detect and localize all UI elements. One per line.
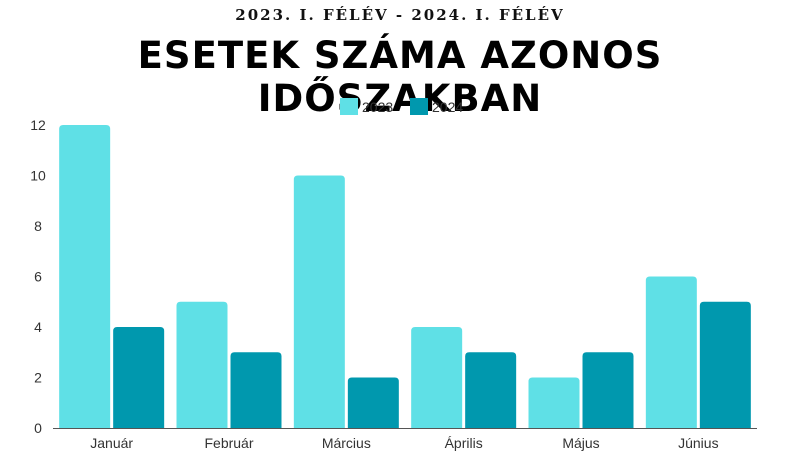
legend: 2023 2024 <box>340 98 463 115</box>
bar-2024-Április <box>465 352 517 428</box>
chart-title: ESETEK SZÁMA AZONOS IDŐSZAKBAN <box>137 34 663 120</box>
bar-2023-Június <box>645 276 697 428</box>
bar-2023-Május <box>528 377 580 428</box>
y-tick-label: 2 <box>34 370 42 386</box>
x-tick-label: Január <box>90 435 133 451</box>
bar-2024-Február <box>230 352 282 428</box>
y-tick-label: 8 <box>34 218 42 234</box>
x-tick-label: Május <box>562 435 599 451</box>
x-tick-label: Február <box>204 435 253 451</box>
bar-2024-Március <box>347 377 399 428</box>
bars <box>59 125 751 428</box>
y-axis: 0 2 4 6 8 10 12 <box>30 117 46 436</box>
y-tick-label: 0 <box>34 420 42 436</box>
x-axis: Január Február Március Április Május Június <box>53 428 757 451</box>
y-tick-label: 12 <box>30 117 46 133</box>
y-tick-label: 10 <box>30 168 46 184</box>
bar-2024-Május <box>582 352 634 428</box>
bar-2023-Január <box>59 125 111 428</box>
legend-label-2023: 2023 <box>362 99 393 115</box>
bar-2023-Március <box>293 175 345 428</box>
x-tick-label: Március <box>322 435 371 451</box>
legend-label-2024: 2024 <box>432 99 463 115</box>
y-tick-label: 6 <box>34 269 42 285</box>
bar-2023-Február <box>176 301 228 428</box>
bar-2024-Január <box>113 327 165 428</box>
legend-swatch-2024 <box>410 98 428 115</box>
chart-subtitle: 2023. I. FÉLÉV - 2024. I. FÉLÉV <box>235 6 565 24</box>
x-tick-label: Április <box>445 435 483 451</box>
x-tick-label: Június <box>678 435 718 451</box>
bar-2024-Június <box>699 301 751 428</box>
legend-swatch-2023 <box>340 98 358 115</box>
bar-2023-Április <box>411 327 463 428</box>
y-tick-label: 4 <box>34 319 42 335</box>
